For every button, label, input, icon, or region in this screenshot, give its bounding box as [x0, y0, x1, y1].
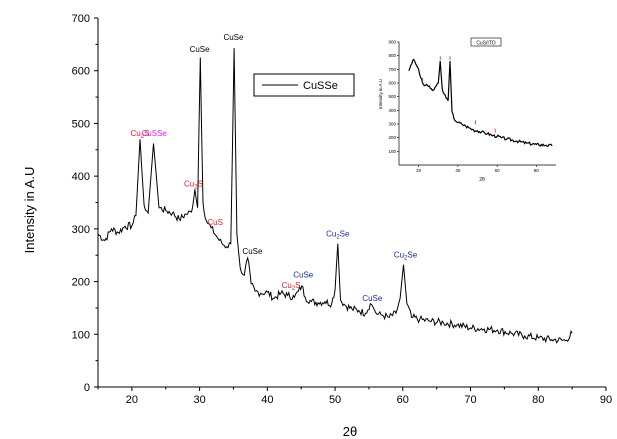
peak-label: CuSe: [242, 247, 263, 256]
inset-y-tick-label: 700: [388, 67, 396, 72]
y-tick-label: 200: [72, 277, 90, 289]
x-tick-label: 70: [464, 394, 476, 406]
inset-y-axis-label: Intensity in A.U: [378, 79, 383, 109]
peak-label: Cu2S: [282, 281, 301, 292]
y-axis-label: Intensity in A.U: [22, 167, 37, 254]
legend: CuSSe: [253, 73, 355, 97]
inset-chart: 20 40 60 80 100 200 300 400 500 600 700 800 900 CuS/…: [378, 37, 556, 183]
x-axis-label: 2θ: [343, 424, 357, 439]
legend-box: [253, 73, 355, 97]
inset-x-tick-label: 40: [455, 168, 461, 173]
x-tick-label: 40: [261, 394, 273, 406]
inset-x-tick-label: 60: [495, 168, 501, 173]
inset-y-tick-label: 200: [388, 135, 396, 140]
x-tick-label: 80: [532, 394, 544, 406]
inset-axes: [398, 42, 556, 166]
inset-y-tick-label: 900: [388, 40, 396, 45]
legend-label: CuSSe: [303, 80, 338, 92]
inset-x-tick-label: 80: [534, 168, 540, 173]
y-tick-label: 300: [72, 224, 90, 236]
peak-label: CuSe: [293, 271, 314, 280]
inset-y-tick-label: 600: [388, 81, 396, 86]
series-line-cussse: [97, 47, 573, 344]
x-tick-label: 30: [193, 394, 205, 406]
y-tick-label: 100: [72, 329, 90, 341]
y-tick-label: 500: [72, 118, 90, 130]
peak-label: Cu2Se: [326, 229, 350, 240]
peak-label: Cu2S: [184, 179, 203, 190]
inset-legend-label: CuS/ITO: [476, 41, 495, 47]
x-tick-label: 50: [329, 394, 341, 406]
inset-series-line: [408, 58, 553, 147]
peak-label: CuSe: [190, 45, 211, 54]
inset-y-tick-label: 100: [388, 149, 396, 154]
peak-labels: Cu2SCuSSeCu2SCuSeCuSCuSeCuSeCu2SCuSeCu2S…: [131, 33, 418, 303]
inset-y-tick-label: 800: [388, 53, 396, 58]
inset-ticks: 20 40 60 80 100 200 300 400 500 600 700 800 900: [388, 40, 539, 174]
peak-label: Cu2Se: [394, 250, 418, 261]
y-tick-label: 400: [72, 171, 90, 183]
x-tick-label: 90: [600, 394, 612, 406]
inset-x-axis-label: 2θ: [479, 177, 485, 183]
inset-markers: [422, 56, 496, 133]
inset-y-tick-label: 500: [388, 94, 396, 99]
peak-label: CuSSe: [142, 129, 168, 138]
y-tick-label: 0: [84, 382, 90, 394]
inset-x-tick-label: 20: [416, 168, 422, 173]
peak-label: CuSe: [223, 33, 244, 42]
peak-label: CuS: [207, 218, 223, 227]
peak-label: CuSe: [362, 294, 383, 303]
inset-y-tick-label: 400: [388, 108, 396, 113]
inset-legend-box: [470, 37, 502, 47]
inset-y-tick-label: 300: [388, 122, 396, 127]
x-tick-label: 20: [126, 394, 138, 406]
x-tick-label: 60: [397, 394, 409, 406]
peak-label: Cu2S: [131, 129, 150, 140]
y-tick-label: 600: [72, 66, 90, 78]
y-tick-label: 700: [72, 13, 90, 25]
